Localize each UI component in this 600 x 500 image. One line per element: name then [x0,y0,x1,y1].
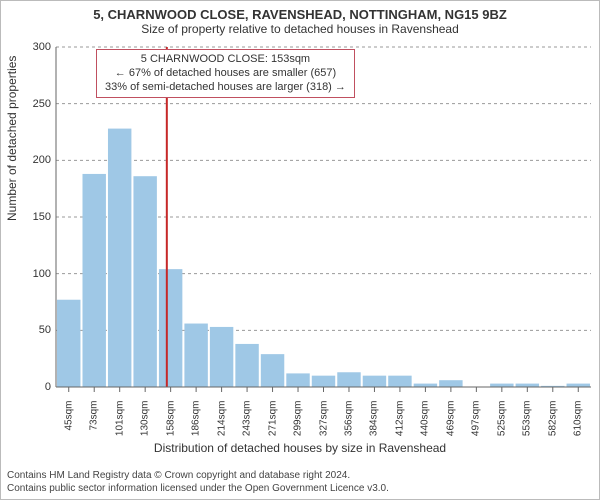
annotation-line2: ← 67% of detached houses are smaller (65… [105,67,346,81]
footer-line2: Contains public sector information licen… [7,483,389,496]
annotation-line3: 33% of semi-detached houses are larger (… [105,81,346,95]
y-tick: 0 [11,381,51,393]
annotation-box: 5 CHARNWOOD CLOSE: 153sqm ← 67% of detac… [96,49,355,98]
chart-container: 5, CHARNWOOD CLOSE, RAVENSHEAD, NOTTINGH… [0,0,600,500]
y-tick: 200 [11,154,51,166]
annotation-line1: 5 CHARNWOOD CLOSE: 153sqm [105,53,346,67]
x-axis-label: Distribution of detached houses by size … [1,441,599,455]
y-tick: 250 [11,98,51,110]
footer-line1: Contains HM Land Registry data © Crown c… [7,470,389,483]
y-axis-label: Number of detached properties [5,56,19,221]
footer: Contains HM Land Registry data © Crown c… [7,470,389,495]
y-tick: 300 [11,41,51,53]
y-tick: 150 [11,211,51,223]
y-tick: 50 [11,324,51,336]
y-tick: 100 [11,268,51,280]
chart-title: 5, CHARNWOOD CLOSE, RAVENSHEAD, NOTTINGH… [1,1,599,22]
chart-subtitle: Size of property relative to detached ho… [1,22,599,42]
